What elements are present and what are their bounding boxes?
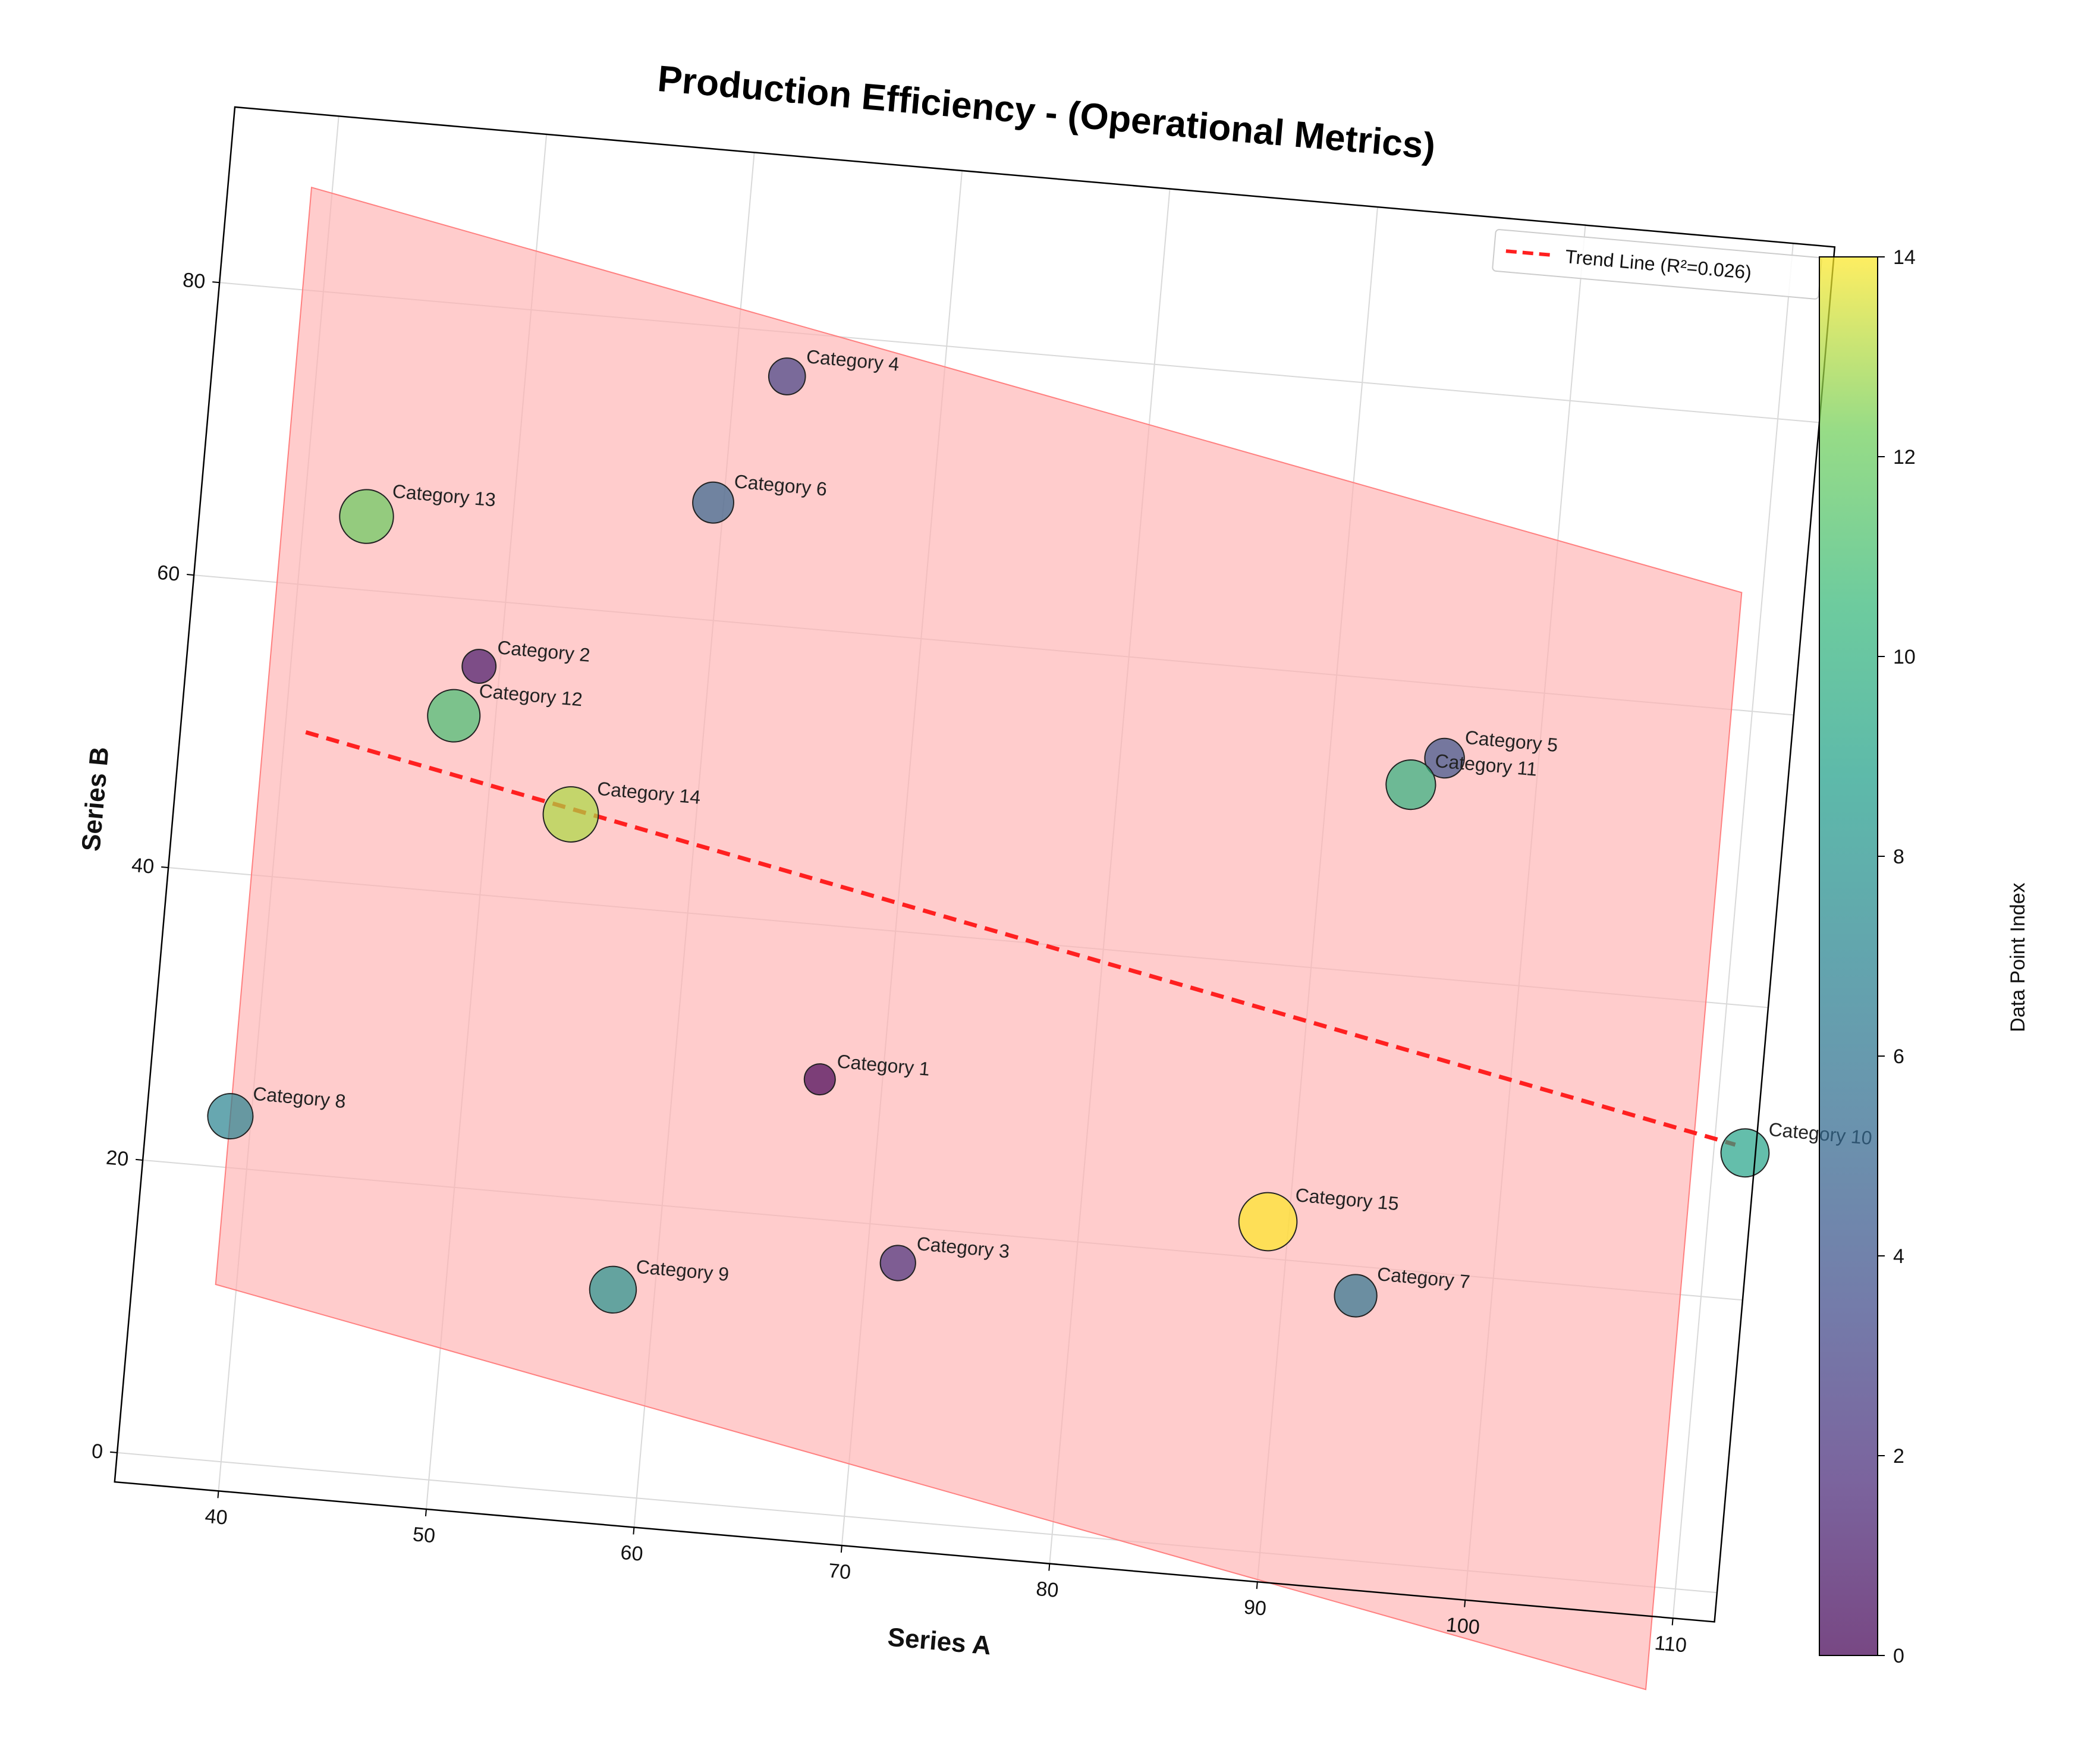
data-point	[803, 1063, 836, 1096]
colorbar-ticks: 0 2 4 6 8 10 12 14	[1878, 246, 1916, 1667]
y-tick-mark	[187, 574, 194, 576]
colorbar-gradient	[1819, 256, 1878, 1656]
x-tick-mark	[840, 1545, 842, 1553]
legend: Trend Line (R²=0.026)	[1492, 229, 1822, 300]
colorbar-tick-label: 2	[1893, 1445, 1904, 1468]
data-point	[1334, 1274, 1378, 1318]
data-point	[1238, 1192, 1298, 1252]
shaded-region	[215, 186, 1743, 1691]
chart-title: Production Efficiency - (Operational Met…	[656, 58, 1437, 167]
data-point	[461, 649, 497, 684]
axes-frame	[114, 106, 1836, 1623]
y-tick-mark	[110, 1451, 118, 1453]
x-tick-label: 40	[204, 1505, 228, 1529]
data-point	[207, 1093, 254, 1140]
x-tick-label: 90	[1243, 1595, 1267, 1620]
data-point	[879, 1245, 916, 1281]
y-tick-mark	[161, 866, 169, 869]
data-point	[589, 1265, 637, 1314]
y-tick-label: 20	[105, 1146, 130, 1171]
x-tick-label: 50	[412, 1523, 436, 1547]
x-ticks: 40 50 60 70 80 90 100 110	[204, 1491, 1688, 1657]
colorbar: 0 2 4 6 8 10 12 14 Data Point Index	[1819, 246, 2029, 1667]
data-point	[1720, 1128, 1770, 1178]
x-tick-label: 110	[1653, 1632, 1687, 1657]
x-tick-mark	[1256, 1582, 1258, 1589]
x-axis-label: Series A	[886, 1622, 992, 1660]
x-tick-mark	[633, 1527, 635, 1535]
y-tick-label: 60	[156, 561, 181, 586]
y-tick-label: 40	[131, 854, 155, 878]
colorbar-tick-label: 0	[1893, 1645, 1904, 1667]
x-tick-label: 80	[1035, 1578, 1060, 1602]
data-point	[768, 357, 806, 395]
x-gridline	[1672, 243, 1794, 1619]
colorbar-tick-label: 12	[1893, 446, 1916, 469]
data-point	[339, 489, 394, 544]
x-tick-mark	[1464, 1600, 1466, 1607]
legend-trend-swatch	[1505, 249, 1554, 257]
data-point	[427, 689, 481, 743]
y-tick-label: 80	[182, 269, 206, 293]
y-tick-label: 0	[91, 1440, 104, 1463]
x-tick-label: 60	[620, 1541, 644, 1566]
trend-line	[305, 730, 1736, 1147]
colorbar-label: Data Point Index	[2007, 882, 2029, 1032]
data-point	[1424, 737, 1465, 779]
data-points	[207, 357, 1770, 1318]
colorbar-tick-label: 6	[1893, 1045, 1904, 1068]
y-ticks: 0 20 40 60 80	[91, 269, 220, 1463]
colorbar-tick-label: 14	[1893, 246, 1916, 269]
data-point	[542, 786, 599, 843]
colorbar-tick-label: 4	[1893, 1245, 1904, 1268]
data-point	[692, 481, 734, 524]
colorbar-tick-label: 8	[1893, 846, 1904, 868]
x-tick-label: 100	[1445, 1613, 1480, 1639]
x-tick-label: 70	[828, 1559, 852, 1584]
data-point	[1385, 759, 1436, 810]
colorbar-tick-label: 10	[1893, 646, 1916, 668]
y-axis-label: Series B	[76, 746, 114, 853]
